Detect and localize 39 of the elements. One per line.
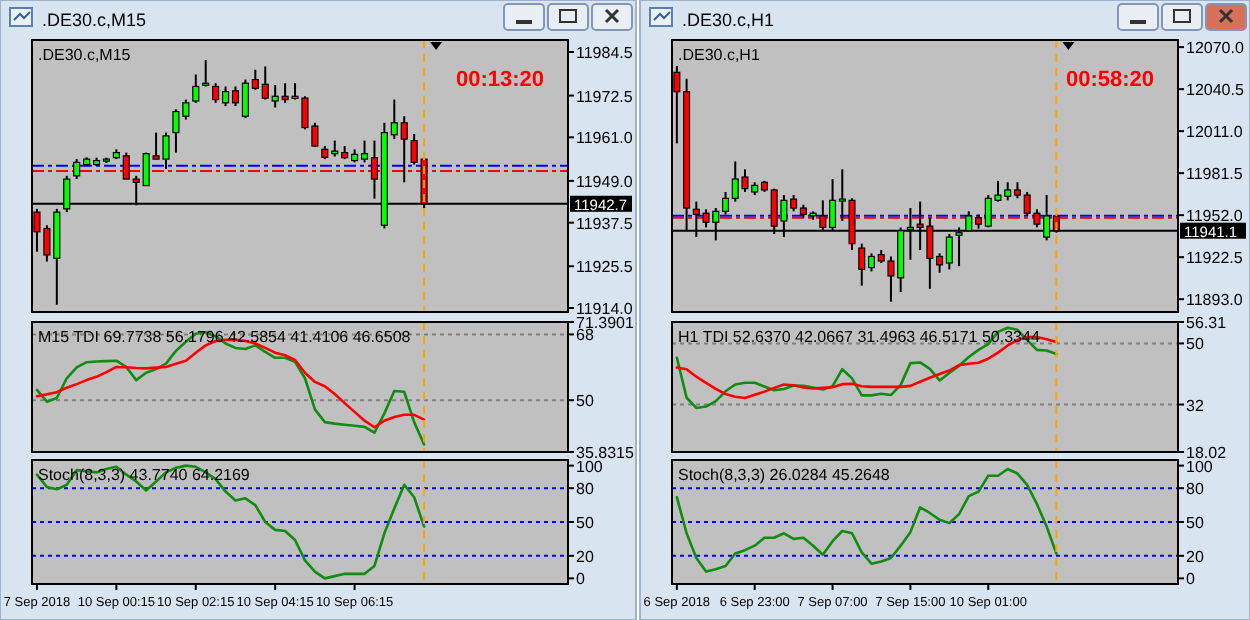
y-tick-label: 12011.0	[1186, 123, 1244, 142]
y-tick-label: 11893.0	[1186, 291, 1244, 310]
y-tick-label: 50	[1186, 335, 1205, 354]
y-tick-label: 11949.0	[576, 172, 634, 191]
y-tick-label: 80	[576, 480, 595, 499]
y-tick-label: 68	[576, 326, 595, 345]
y-tick-label: 11914.0	[576, 300, 634, 319]
y-tick-label: 20	[1186, 547, 1205, 566]
chart-title: .DE30.c,M15	[42, 10, 147, 30]
y-tick-label: 50	[576, 392, 595, 411]
y-tick-label: 11937.5	[576, 214, 634, 233]
y-tick-label: 12040.5	[1186, 81, 1245, 100]
y-tick-label: 80	[1186, 480, 1205, 499]
chart-subtitle: .DE30.c,M15	[38, 46, 132, 64]
y-tick-label: 50	[576, 514, 595, 532]
chart-title: .DE30.c,H1	[682, 10, 775, 30]
y-tick-label: 100	[1186, 457, 1214, 476]
y-tick-label: 11984.5	[576, 43, 634, 62]
y-tick-label: 11961.0	[576, 129, 634, 148]
y-tick-label: 35.8315	[576, 444, 635, 462]
y-tick-label: 100	[576, 457, 604, 476]
y-tick-label: 50	[1186, 514, 1205, 532]
y-tick-label: 0	[1186, 570, 1196, 589]
annotation: 00:13:20	[455, 68, 544, 92]
y-tick-label: 20	[576, 547, 595, 566]
y-tick-label: 0	[576, 570, 586, 589]
y-tick-label: 11981.5	[1186, 165, 1244, 184]
y-tick-label: 12070.0	[1186, 39, 1245, 58]
y-tick-label: 71.3901	[576, 314, 635, 332]
annotation: 00:58:20	[1065, 68, 1154, 92]
y-tick-label: 18.02	[1186, 444, 1228, 462]
chart-title: Stoch(8,3,3) 26.0284 45.2648	[678, 466, 891, 484]
chart-subtitle: .DE30.c,H1	[678, 46, 761, 64]
y-tick-label: 56.31	[1186, 314, 1228, 332]
y-tick-label: 11972.5	[576, 87, 634, 106]
y-tick-label: 11922.5	[1186, 249, 1244, 268]
y-tick-label: 11925.5	[576, 258, 634, 277]
y-tick-label: 11952.0	[1186, 207, 1244, 226]
y-tick-label: 32	[1186, 396, 1205, 415]
